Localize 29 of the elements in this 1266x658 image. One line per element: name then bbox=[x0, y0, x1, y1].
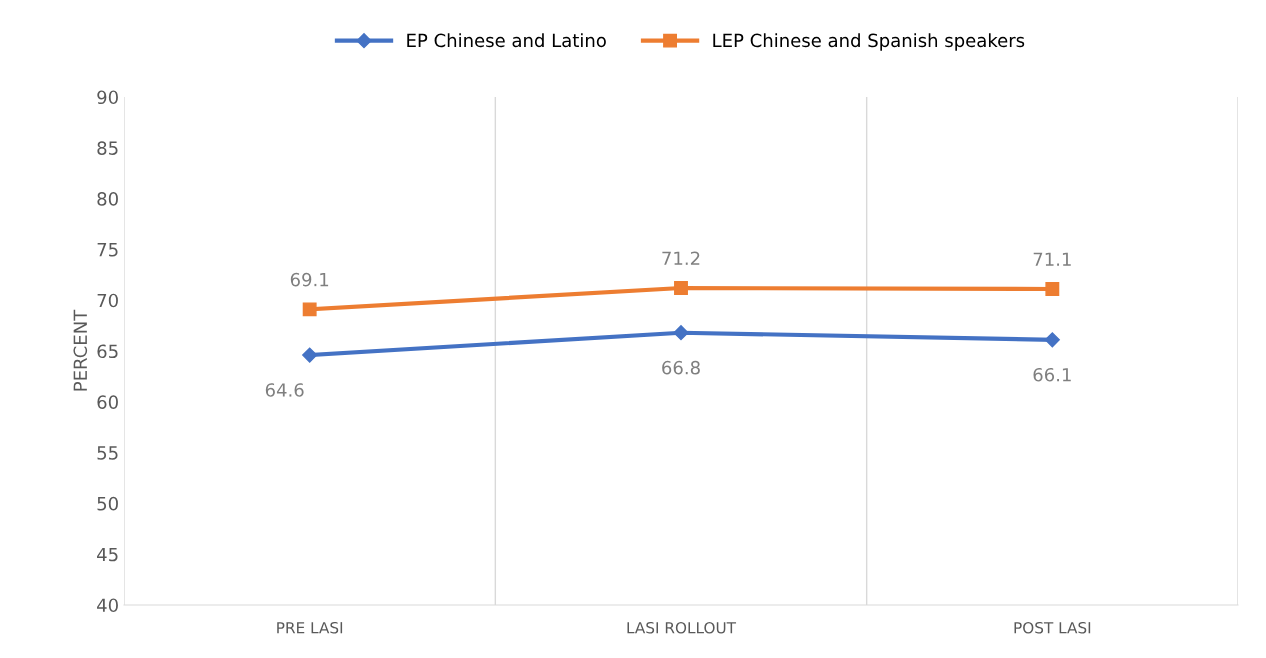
legend-label: EP Chinese and Latino bbox=[407, 33, 606, 48]
y-tick-label: 40 bbox=[97, 598, 118, 613]
point bbox=[1045, 282, 1060, 296]
data-label: 71.2 bbox=[662, 251, 700, 265]
y-tick-label: 85 bbox=[97, 141, 118, 155]
point bbox=[673, 325, 689, 341]
x-tick-label: POST LASI bbox=[1014, 621, 1091, 634]
data-label: 69.1 bbox=[290, 272, 329, 287]
data-label: 66.1 bbox=[1033, 367, 1071, 382]
point bbox=[302, 347, 318, 363]
y-tick-label: 75 bbox=[97, 243, 118, 257]
data-label: 66.8 bbox=[662, 360, 700, 375]
y-tick-label: 60 bbox=[97, 395, 118, 409]
x-tick-label: LASI ROLLOUT bbox=[627, 621, 737, 634]
point bbox=[1044, 332, 1060, 348]
y-tick-label: 80 bbox=[97, 192, 118, 206]
y-tick-label: 90 bbox=[97, 90, 118, 105]
y-tick-label: 55 bbox=[97, 446, 118, 460]
y-tick-label: 45 bbox=[97, 547, 118, 562]
point bbox=[302, 302, 317, 317]
y-tick-label: 65 bbox=[97, 344, 118, 359]
x-tick-label: PRE LASI bbox=[277, 621, 343, 634]
y-tick-label: 50 bbox=[97, 496, 118, 511]
y-tick-label: 70 bbox=[97, 293, 118, 308]
point bbox=[674, 281, 688, 295]
y-axis-title: PERCENT bbox=[73, 309, 88, 391]
data-label: 64.6 bbox=[265, 383, 304, 397]
legend-label: LEP Chinese and Spanish speakers bbox=[713, 33, 1025, 51]
data-label: 71.1 bbox=[1033, 252, 1071, 266]
